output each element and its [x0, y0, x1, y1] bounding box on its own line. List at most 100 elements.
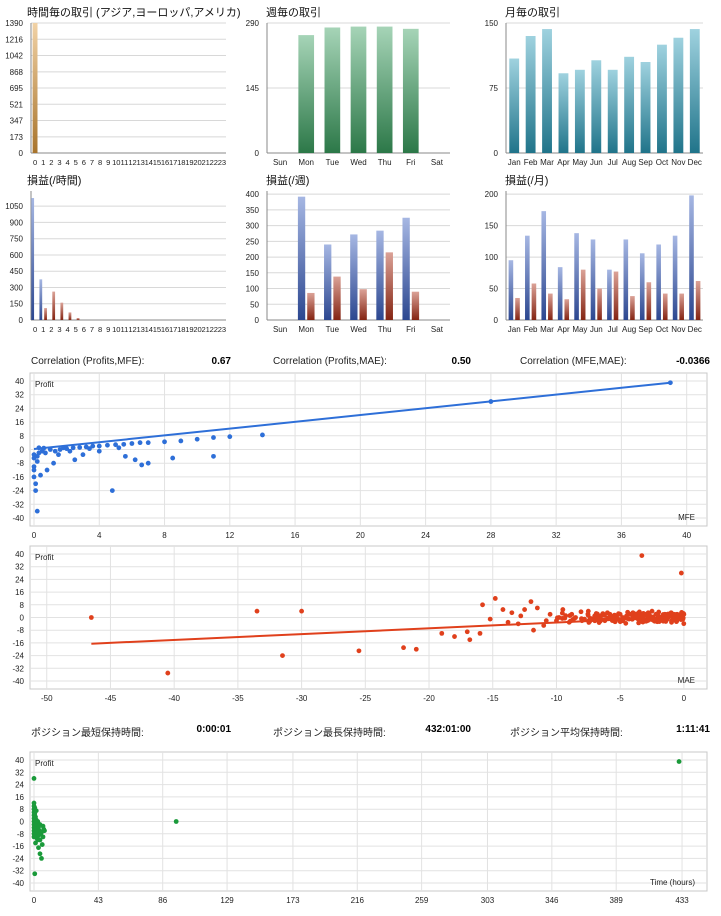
- bar: [44, 308, 47, 320]
- x-tick-label: 2: [49, 158, 53, 167]
- corr-profits-mae-label: Correlation (Profits,MAE):: [273, 356, 387, 367]
- bar: [68, 312, 72, 320]
- data-point: [573, 615, 578, 620]
- x-tick-label: 43: [94, 896, 103, 905]
- y-tick-label: -16: [12, 639, 24, 648]
- bar: [32, 23, 38, 153]
- y-tick-label: 1216: [5, 35, 23, 44]
- y-tick-label: 40: [15, 756, 24, 765]
- x-tick-label: -50: [41, 694, 53, 703]
- data-point: [640, 615, 646, 621]
- y-tick-label: 1042: [5, 52, 23, 61]
- x-tick-label: 7: [90, 325, 94, 334]
- data-point: [671, 616, 677, 622]
- x-tick-label: 22: [210, 325, 218, 334]
- x-tick-label: 8: [98, 158, 102, 167]
- data-point: [88, 615, 94, 620]
- x-tick-label: Sun: [273, 158, 287, 167]
- data-point: [624, 613, 629, 619]
- corr-mfe-mae-value: -0.0366: [676, 356, 710, 367]
- x-tick-label: 11: [120, 325, 128, 334]
- x-tick-label: 14: [145, 158, 153, 167]
- x-tick-label: 6: [82, 158, 86, 167]
- data-point: [623, 620, 629, 626]
- bar: [39, 279, 43, 320]
- data-point: [165, 670, 171, 676]
- bar: [580, 269, 586, 320]
- y-tick-label: 8: [20, 432, 25, 441]
- min-holding-time-value: 0:00:01: [196, 724, 231, 735]
- x-tick-label: Feb: [524, 158, 538, 167]
- x-tick-label: 20: [356, 531, 365, 540]
- data-point: [522, 607, 527, 612]
- y-tick-label: 0: [494, 316, 499, 325]
- bar: [542, 29, 552, 153]
- bar: [558, 73, 569, 153]
- data-point: [639, 553, 645, 558]
- bar: [508, 260, 514, 320]
- y-tick-label: -8: [17, 626, 25, 635]
- bar: [31, 198, 35, 320]
- x-tick-label: 23: [218, 158, 226, 167]
- x-axis-label: MAE: [678, 676, 695, 685]
- x-tick-label: Apr: [557, 325, 570, 334]
- x-tick-label: 6: [82, 325, 86, 334]
- chart-title: 損益(/時間): [27, 173, 81, 187]
- x-tick-label: May: [572, 158, 587, 167]
- x-tick-label: Jul: [608, 325, 618, 334]
- x-tick-label: -40: [168, 694, 180, 703]
- x-tick-label: -20: [423, 694, 435, 703]
- data-point: [139, 462, 145, 468]
- y-tick-label: 0: [494, 149, 499, 158]
- x-tick-label: 20: [193, 325, 201, 334]
- y-tick-label: 32: [15, 391, 24, 400]
- data-point: [44, 467, 50, 473]
- bar: [640, 62, 651, 153]
- data-point: [113, 442, 118, 448]
- data-point: [31, 776, 37, 781]
- data-point: [116, 445, 122, 451]
- data-point: [585, 608, 591, 614]
- y-tick-label: -16: [12, 473, 24, 482]
- bar: [411, 291, 420, 320]
- y-tick-label: 150: [246, 269, 260, 278]
- data-point: [515, 621, 521, 627]
- y-tick-label: 900: [10, 218, 24, 227]
- data-point: [569, 611, 575, 617]
- chart-title: 月毎の取引: [505, 5, 560, 19]
- avg-holding-time-value: 1:11:41: [676, 724, 710, 735]
- bar: [672, 235, 678, 320]
- y-axis-label: Profit: [35, 380, 54, 389]
- data-point: [31, 467, 37, 473]
- data-point: [541, 623, 547, 628]
- x-tick-label: Fri: [406, 325, 416, 334]
- bar: [307, 292, 315, 320]
- x-tick-label: Jul: [608, 158, 618, 167]
- y-tick-label: 350: [246, 206, 260, 215]
- data-point: [260, 432, 265, 438]
- y-tick-label: 695: [10, 84, 24, 93]
- data-point: [77, 445, 83, 450]
- y-tick-label: 868: [10, 68, 24, 77]
- bar: [646, 282, 652, 320]
- corr-profits-mfe-label: Correlation (Profits,MFE):: [31, 356, 145, 367]
- data-point: [162, 439, 167, 445]
- data-point: [467, 637, 473, 643]
- bar: [689, 29, 700, 153]
- bar: [656, 244, 661, 320]
- data-point: [39, 842, 45, 847]
- x-tick-label: 12: [128, 158, 136, 167]
- data-point: [280, 653, 285, 658]
- bar: [630, 296, 635, 320]
- y-tick-label: 200: [485, 190, 499, 199]
- y-tick-label: -8: [17, 830, 25, 839]
- data-point: [633, 613, 638, 619]
- data-point: [33, 808, 39, 814]
- x-tick-label: 18: [177, 325, 185, 334]
- data-point: [254, 608, 260, 614]
- x-tick-label: Wed: [350, 325, 366, 334]
- data-point: [598, 616, 604, 622]
- corr-mfe-mae-label: Correlation (MFE,MAE):: [520, 356, 627, 367]
- data-point: [492, 596, 498, 601]
- y-tick-label: 50: [250, 300, 259, 309]
